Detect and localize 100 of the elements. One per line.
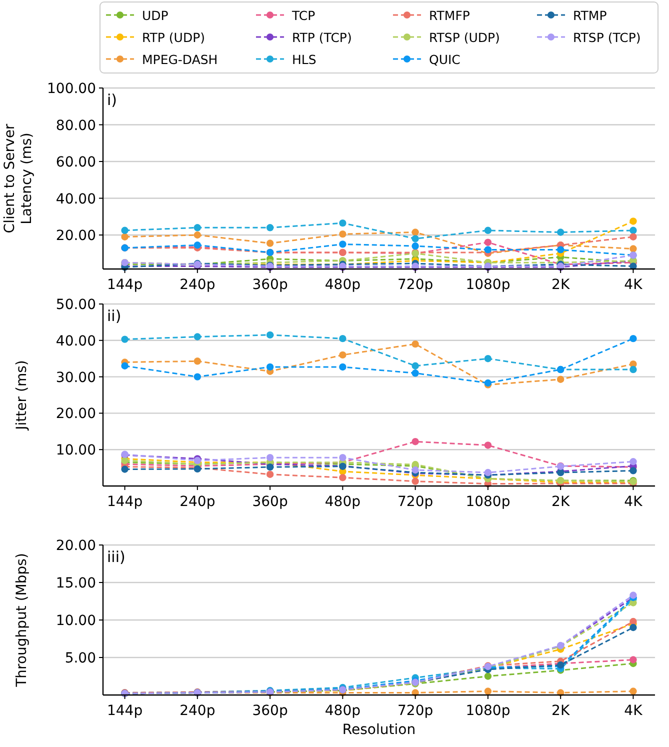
legend-label: RTMFP <box>429 8 470 23</box>
point <box>339 474 346 482</box>
legend-label: RTP (UDP) <box>142 30 205 45</box>
legend-label: MPEG-DASH <box>142 52 218 67</box>
point <box>339 240 346 248</box>
x-tick-label: 240p <box>180 494 216 510</box>
point <box>121 362 128 370</box>
point <box>484 226 492 234</box>
point <box>266 363 274 371</box>
x-tick-label: 1080p <box>466 703 510 719</box>
point <box>266 454 274 462</box>
y-tick-label: 20.00 <box>56 228 96 244</box>
point <box>194 231 202 239</box>
point <box>484 688 492 695</box>
x-tick-label: 144p <box>106 277 143 293</box>
y-tick-label: 20.00 <box>56 538 96 554</box>
point <box>412 466 419 474</box>
point <box>412 228 419 236</box>
point <box>339 219 346 227</box>
point <box>630 656 637 664</box>
point <box>266 331 274 339</box>
point <box>121 233 128 240</box>
point <box>412 438 419 446</box>
x-tick-label: 360p <box>252 703 288 719</box>
point <box>194 358 202 365</box>
y-tick-label: 5.00 <box>64 650 96 666</box>
legend-label: RTSP (TCP) <box>573 30 641 45</box>
point <box>556 376 564 383</box>
x-tick-label: 4K <box>624 277 644 293</box>
point <box>194 373 202 380</box>
legend-label: RTMP <box>573 8 608 23</box>
y-tick-label: 100.00 <box>47 81 96 97</box>
x-tick-label: 2K <box>552 494 570 510</box>
y-tick-label: 10.00 <box>56 442 96 459</box>
point <box>266 470 274 478</box>
x-tick-label: 4K <box>624 494 644 510</box>
point <box>630 226 637 234</box>
legend-label: QUIC <box>429 52 461 67</box>
x-axis-title: Resolution <box>342 722 416 738</box>
point <box>630 245 637 252</box>
y-axis-title: Jitter (ms) <box>14 360 30 431</box>
point <box>630 334 637 342</box>
x-tick-label: 240p <box>180 703 216 719</box>
point <box>412 340 419 348</box>
x-tick-label: 720p <box>398 277 434 293</box>
point <box>121 336 128 343</box>
point <box>484 355 492 362</box>
x-tick-label: 720p <box>398 494 434 510</box>
y-tick-label: 40.00 <box>56 191 96 208</box>
point <box>484 468 492 476</box>
point <box>412 235 419 242</box>
y-axis-title: Client to Server Latency (ms) <box>2 124 35 234</box>
point <box>412 242 419 250</box>
x-tick-label: 2K <box>552 277 570 293</box>
y-tick-label: 40.00 <box>56 333 96 350</box>
point <box>339 230 346 238</box>
y-tick-label: 20.00 <box>56 406 96 422</box>
point <box>556 246 564 254</box>
point <box>412 362 419 370</box>
x-tick-label: 240p <box>180 277 216 293</box>
x-tick-label: 144p <box>106 494 143 510</box>
point <box>484 238 492 246</box>
point <box>194 333 202 340</box>
x-tick-label: 480p <box>324 277 361 293</box>
point <box>339 454 346 462</box>
point <box>630 366 637 374</box>
y-tick-label: 60.00 <box>56 154 96 171</box>
legend-label: RTSP (UDP) <box>429 30 500 45</box>
point <box>484 442 492 449</box>
x-tick-label: 360p <box>252 277 288 293</box>
x-tick-label: 144p <box>106 703 143 719</box>
point <box>630 467 637 474</box>
point <box>412 370 419 377</box>
point <box>630 592 637 599</box>
y-tick-label: 10.00 <box>56 613 96 629</box>
point <box>339 334 346 342</box>
x-tick-label: 4K <box>624 703 644 719</box>
point <box>630 458 637 466</box>
point <box>630 688 637 695</box>
legend-label: TCP <box>291 8 316 23</box>
annotation: ii) <box>107 307 122 325</box>
legend-label: HLS <box>292 52 316 67</box>
point <box>194 224 202 232</box>
point <box>339 351 346 359</box>
point <box>556 228 564 236</box>
y-axis-title: Throughput (Mbps) <box>14 553 30 688</box>
y-tick-label: 15.00 <box>56 576 96 592</box>
x-tick-label: 720p <box>398 703 434 719</box>
x-tick-label: 480p <box>324 494 361 510</box>
point <box>484 672 492 680</box>
point <box>412 478 419 485</box>
point <box>266 463 274 471</box>
x-tick-label: 2K <box>552 703 570 719</box>
point <box>630 218 637 225</box>
x-tick-label: 1080p <box>466 494 510 510</box>
legend-label: UDP <box>142 8 169 23</box>
point <box>121 226 128 234</box>
x-tick-label: 1080p <box>466 277 510 293</box>
y-tick-label: 50.00 <box>56 297 96 313</box>
x-tick-label: 480p <box>324 703 361 719</box>
